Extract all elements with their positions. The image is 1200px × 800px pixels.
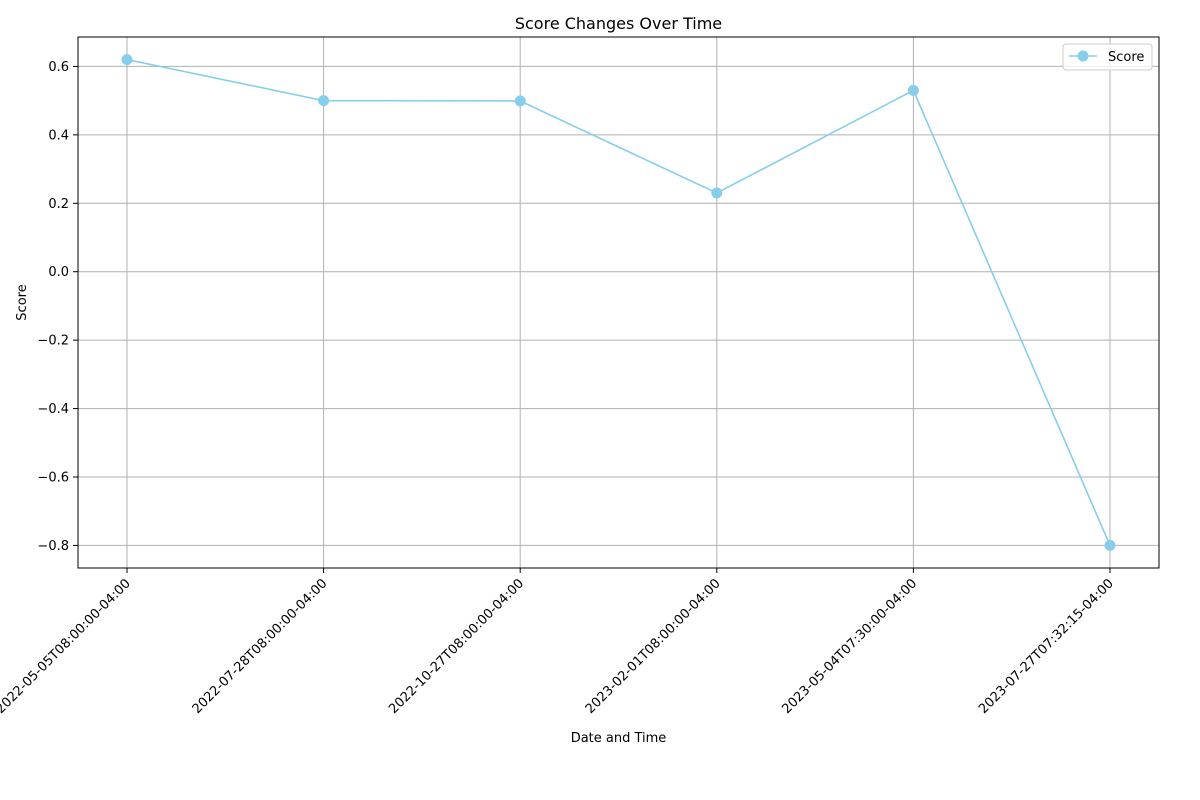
y-tick-label: −0.8	[37, 539, 69, 554]
y-tick-label: 0.6	[48, 60, 69, 75]
x-tick-label: 2023-07-27T07:32:15-04:00	[976, 576, 1117, 717]
x-tick-label: 2022-10-27T08:00:00-04:00	[386, 576, 527, 717]
x-axis: 2022-05-05T08:00:00-04:00 2022-07-28T08:0…	[0, 568, 1117, 717]
grid-layer	[78, 37, 1159, 568]
x-tick-label: 2022-05-05T08:00:00-04:00	[0, 576, 134, 717]
legend-marker	[1077, 50, 1089, 62]
data-point	[1104, 539, 1116, 551]
legend-box	[1062, 43, 1153, 71]
series-layer	[121, 54, 1116, 551]
data-point	[514, 95, 526, 107]
data-point	[318, 95, 330, 107]
x-axis-label: Date and Time	[571, 731, 667, 746]
y-tick-label: −0.2	[37, 334, 69, 349]
y-tick-label: −0.6	[37, 470, 69, 485]
y-axis-label: Score	[15, 284, 30, 320]
x-tick-label: 2022-07-28T08:00:00-04:00	[190, 576, 331, 717]
chart-title: Score Changes Over Time	[515, 14, 722, 33]
y-tick-label: 0.0	[48, 265, 69, 280]
data-point	[711, 187, 723, 199]
y-tick-label: −0.4	[37, 402, 69, 417]
legend-label: Score	[1108, 50, 1144, 65]
plot-frame	[77, 36, 1160, 569]
legend: Score	[1062, 43, 1153, 71]
x-tick-label: 2023-02-01T08:00:00-04:00	[583, 576, 724, 717]
data-point	[121, 54, 133, 66]
y-tick-label: 0.4	[48, 128, 69, 143]
data-point	[907, 84, 919, 96]
series-line-score	[126, 58, 1111, 546]
y-tick-label: 0.2	[48, 197, 69, 212]
x-tick-label: 2023-05-04T07:30:00-04:00	[779, 576, 920, 717]
y-axis: 0.6 0.4 0.2 0.0 −0.2 −0.4 −0.6 −0.8	[37, 60, 78, 554]
